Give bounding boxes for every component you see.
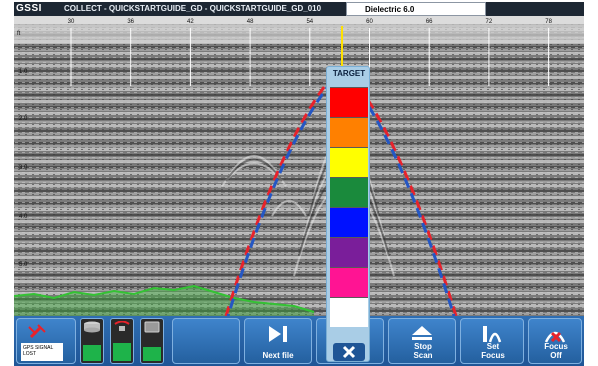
target-color-swatch[interactable] xyxy=(330,237,368,267)
signal-gauge xyxy=(110,318,134,364)
target-color-swatch[interactable] xyxy=(330,177,368,207)
distance-tick-label: 42 xyxy=(187,19,194,25)
depth-axis: ft 1.0 2.0 3.0 4.0 5.0 xyxy=(17,31,28,268)
target-color-swatch[interactable] xyxy=(330,87,368,117)
signal-trace xyxy=(14,286,314,316)
bottom-toolbar: GPS SIGNAL LOST Next file xyxy=(14,316,584,366)
depth-tick-label: 4.0 xyxy=(19,214,28,220)
focus-off-label: Focus Off xyxy=(544,342,568,360)
battery-icon xyxy=(144,321,160,333)
skip-forward-icon xyxy=(269,326,287,342)
gps-status-text: GPS SIGNAL LOST xyxy=(21,343,63,361)
distance-tick-label: 78 xyxy=(545,19,552,25)
distance-tick-label: 72 xyxy=(486,19,493,25)
depth-tick-label: 1.0 xyxy=(19,69,28,75)
close-button[interactable] xyxy=(333,343,365,361)
target-color-swatch[interactable] xyxy=(330,267,368,297)
set-focus-button[interactable]: Set Focus xyxy=(460,318,524,364)
focus-curve-icon xyxy=(483,326,502,343)
blank-button[interactable] xyxy=(172,318,240,364)
distance-tick-label: 36 xyxy=(127,19,134,25)
close-icon xyxy=(342,345,356,359)
radar-scan-view[interactable]: ft 1.0 2.0 3.0 4.0 5.0 30 36 42 48 54 60 66 72 78 xyxy=(14,16,584,316)
target-color-swatch[interactable] xyxy=(330,207,368,237)
storage-gauge xyxy=(80,318,104,364)
dielectric-value[interactable]: Dielectric 6.0 xyxy=(346,2,486,16)
depth-tick-label: 2.0 xyxy=(19,116,28,122)
distance-tick-label: 30 xyxy=(68,19,75,25)
window-title: COLLECT - QUICKSTARTGUIDE_GD - QUICKSTAR… xyxy=(64,4,322,13)
eject-icon xyxy=(412,326,432,340)
depth-tick-label: 3.0 xyxy=(19,165,28,171)
database-icon xyxy=(84,321,100,333)
target-color-swatch[interactable] xyxy=(330,297,368,327)
target-color-panel: TARGET xyxy=(326,66,370,362)
radargram[interactable]: ft 1.0 2.0 3.0 4.0 5.0 30 36 42 48 54 60 66 72 78 xyxy=(14,16,584,316)
title-bar: GSSI COLLECT - QUICKSTARTGUIDE_GD - QUIC… xyxy=(14,2,584,16)
focus-off-button[interactable]: Focus Off xyxy=(528,318,582,364)
gps-status-panel[interactable]: GPS SIGNAL LOST xyxy=(16,318,76,364)
next-file-button[interactable]: Next file xyxy=(244,318,312,364)
gssi-logo: GSSI xyxy=(16,3,42,14)
distance-tick-label: 54 xyxy=(306,19,313,25)
next-file-label: Next file xyxy=(262,351,294,360)
set-focus-label: Set Focus xyxy=(481,342,505,360)
target-swatches xyxy=(330,87,368,327)
stop-scan-label: Stop Scan xyxy=(413,342,433,360)
depth-tick-label: 5.0 xyxy=(19,262,28,268)
battery-gauge xyxy=(140,318,164,364)
distance-tick-label: 60 xyxy=(366,19,373,25)
target-color-swatch[interactable] xyxy=(330,117,368,147)
satellite-off-icon xyxy=(28,324,46,339)
focus-off-icon xyxy=(544,331,566,343)
target-label: TARGET xyxy=(332,69,366,78)
depth-unit-label: ft xyxy=(17,31,21,37)
target-color-swatch[interactable] xyxy=(330,147,368,177)
wireless-off-icon xyxy=(114,321,130,331)
distance-tick-label: 48 xyxy=(247,19,254,25)
distance-tick-label: 66 xyxy=(426,19,433,25)
stop-scan-button[interactable]: Stop Scan xyxy=(388,318,456,364)
